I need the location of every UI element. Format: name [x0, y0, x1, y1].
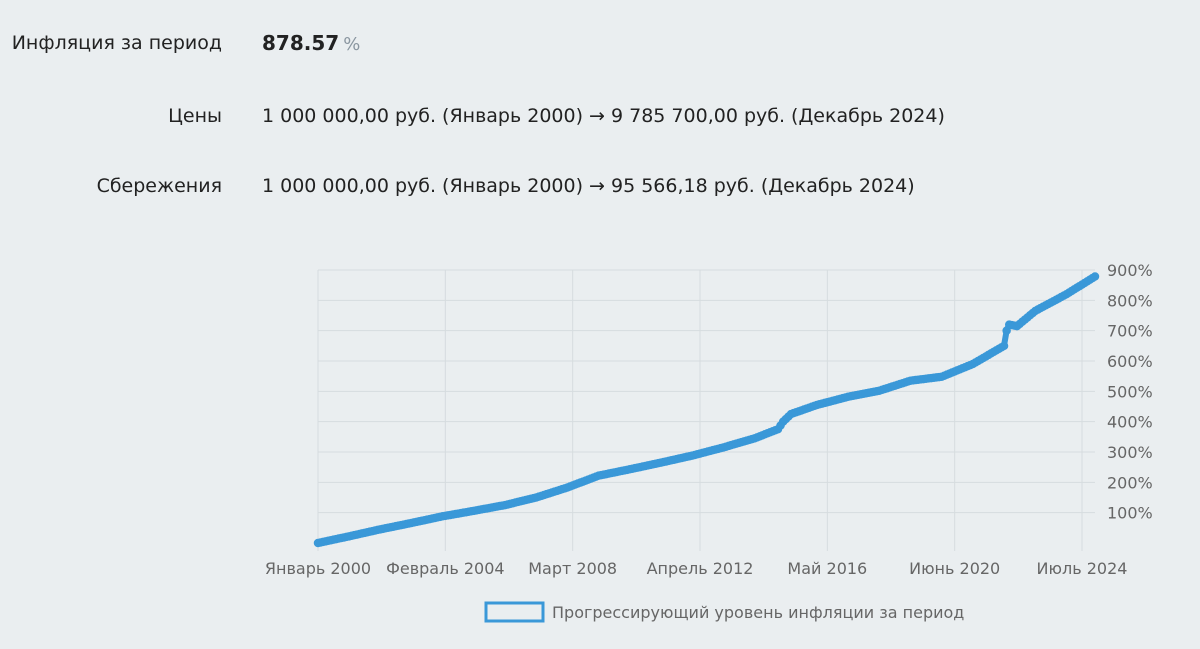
legend-label: Прогрессирующий уровень инфляции за пери… — [552, 603, 964, 622]
inflation-value: 878.57 — [262, 31, 340, 55]
prices-label: Цены — [168, 105, 222, 127]
x-tick-label: Май 2016 — [787, 559, 867, 578]
y-tick-label: 700% — [1107, 322, 1153, 341]
y-tick-label: 300% — [1107, 443, 1153, 462]
y-tick-label: 200% — [1107, 473, 1153, 492]
prices-row: Цены 1 000 000,00 руб. (Январь 2000) → 9… — [0, 96, 1200, 136]
prices-value: 1 000 000,00 руб. (Январь 2000) → 9 785 … — [262, 105, 945, 127]
savings-row: Сбережения 1 000 000,00 руб. (Январь 200… — [0, 166, 1200, 206]
x-tick-label: Июль 2024 — [1037, 559, 1128, 578]
inflation-chart: 100% 200% 300% 400% 500% 600% 700% 800% 900% Янва… — [0, 250, 1200, 649]
data-point — [1090, 272, 1100, 281]
x-tick-label: Июнь 2020 — [909, 559, 1000, 578]
savings-value: 1 000 000,00 руб. (Январь 2000) → 95 566… — [262, 175, 915, 197]
y-tick-label: 900% — [1107, 261, 1153, 280]
y-tick-label: 400% — [1107, 413, 1153, 432]
y-tick-label: 100% — [1107, 504, 1153, 523]
y-tick-label: 500% — [1107, 382, 1153, 401]
data-point — [999, 341, 1009, 351]
series-line — [315, 273, 1098, 546]
x-tick-label: Апрель 2012 — [647, 559, 754, 578]
inflation-unit: % — [343, 34, 361, 55]
inflation-row: Инфляция за период 878.57% — [0, 23, 1200, 63]
legend-swatch — [484, 601, 545, 623]
chart-svg: 100% 200% 300% 400% 500% 600% 700% 800% 900% Янва… — [265, 261, 1153, 623]
x-tick-label: Февраль 2004 — [386, 559, 504, 578]
inflation-label: Инфляция за период — [11, 32, 222, 54]
x-tick-label: Январь 2000 — [265, 559, 371, 578]
inflation-value-wrap: 878.57% — [262, 23, 360, 65]
y-tick-label: 600% — [1107, 352, 1153, 371]
y-tick-label: 800% — [1107, 291, 1153, 310]
x-tick-label: Март 2008 — [528, 559, 617, 578]
savings-label: Сбережения — [96, 175, 222, 197]
